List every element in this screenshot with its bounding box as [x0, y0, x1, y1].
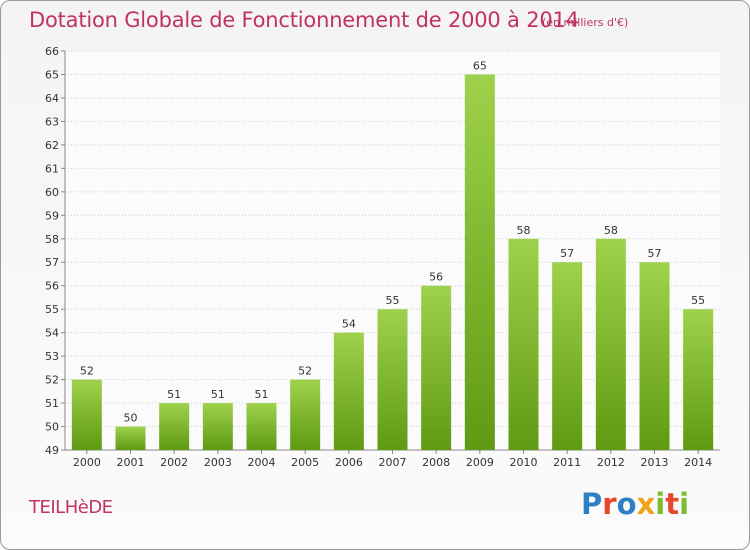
- y-tick-label: 53: [45, 350, 59, 363]
- y-tick-label: 56: [45, 280, 59, 293]
- proxiti-logo: Proxiti: [581, 487, 690, 521]
- y-tick-label: 65: [45, 68, 59, 81]
- y-tick-label: 59: [45, 209, 59, 222]
- y-tick-label: 51: [45, 397, 59, 410]
- bar: [159, 403, 190, 450]
- x-tick-label: 2012: [597, 456, 625, 469]
- y-tick-label: 49: [45, 444, 59, 457]
- y-tick-label: 57: [45, 256, 59, 269]
- x-tick-label: 2006: [335, 456, 363, 469]
- chart-subtitle: (en milliers d'€): [542, 16, 629, 29]
- bar: [683, 309, 714, 450]
- y-tick-label: 63: [45, 115, 59, 128]
- y-tick-label: 61: [45, 162, 59, 175]
- bar: [71, 379, 102, 450]
- bar-value-label: 54: [342, 318, 356, 331]
- bar: [115, 426, 146, 450]
- bar-value-label: 56: [429, 271, 443, 284]
- x-tick-label: 2009: [466, 456, 494, 469]
- bar: [333, 332, 364, 450]
- x-tick-label: 2000: [73, 456, 101, 469]
- bar-value-label: 58: [517, 224, 531, 237]
- bar: [639, 262, 670, 450]
- x-tick-label: 2004: [248, 456, 276, 469]
- y-tick-label: 64: [45, 92, 59, 105]
- x-tick-label: 2001: [117, 456, 145, 469]
- bar: [508, 238, 539, 450]
- y-tick-label: 55: [45, 303, 59, 316]
- bar-value-label: 52: [298, 365, 312, 378]
- x-tick-label: 2002: [160, 456, 188, 469]
- bar-value-label: 55: [386, 294, 400, 307]
- bar-value-label: 51: [255, 388, 269, 401]
- bar: [290, 379, 321, 450]
- x-tick-label: 2013: [641, 456, 669, 469]
- bar-value-label: 57: [560, 247, 574, 260]
- location-name: TEILHèDE: [29, 497, 113, 518]
- bar: [464, 74, 495, 451]
- y-tick-label: 66: [45, 45, 59, 58]
- bar-value-label: 51: [211, 388, 225, 401]
- bar-value-label: 58: [604, 224, 618, 237]
- bar: [595, 238, 626, 450]
- x-tick-label: 2011: [553, 456, 581, 469]
- bar: [552, 262, 583, 450]
- y-tick-label: 54: [45, 327, 59, 340]
- x-tick-label: 2010: [510, 456, 538, 469]
- bar: [377, 309, 408, 450]
- y-tick-label: 58: [45, 233, 59, 246]
- chart-title: Dotation Globale de Fonctionnement de 20…: [29, 8, 579, 32]
- x-tick-label: 2014: [684, 456, 712, 469]
- x-tick-label: 2008: [422, 456, 450, 469]
- bar: [202, 403, 233, 450]
- y-tick-label: 60: [45, 186, 59, 199]
- bar-value-label: 57: [648, 247, 662, 260]
- y-tick-label: 52: [45, 374, 59, 387]
- x-tick-label: 2005: [291, 456, 319, 469]
- bar-value-label: 51: [167, 388, 181, 401]
- bar-value-label: 55: [691, 294, 705, 307]
- x-tick-label: 2007: [379, 456, 407, 469]
- bar-value-label: 65: [473, 59, 487, 72]
- bar-value-label: 50: [124, 412, 138, 425]
- y-tick-label: 62: [45, 139, 59, 152]
- bar-value-label: 52: [80, 365, 94, 378]
- x-tick-label: 2003: [204, 456, 232, 469]
- bar: [246, 403, 277, 450]
- y-tick-label: 50: [45, 421, 59, 434]
- bar: [421, 285, 452, 450]
